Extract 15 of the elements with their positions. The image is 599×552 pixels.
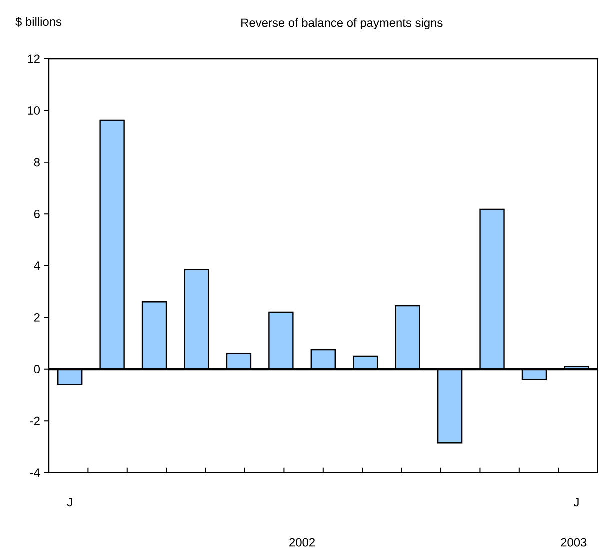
y-tick-label: 8 — [34, 158, 40, 167]
y-tick-label: 4 — [34, 262, 40, 270]
chart-title: Reverse of balance of payments signs — [242, 18, 443, 30]
y-tick-label: -4 — [30, 468, 40, 478]
y-tick-label: -2 — [30, 417, 40, 426]
y-tick-label: 10 — [28, 106, 40, 116]
y-tick-label: 0 — [34, 365, 40, 374]
x-tick-label: J — [67, 498, 72, 507]
x-tick-label: J — [574, 498, 579, 507]
y-axis-title: $ billions — [16, 17, 62, 27]
y-tick-label: 12 — [28, 54, 40, 64]
y-tick-label: 2 — [34, 314, 40, 322]
text: 2002 — [290, 538, 315, 547]
y-tick-label: 6 — [34, 210, 40, 218]
text: 2003 — [561, 538, 587, 547]
